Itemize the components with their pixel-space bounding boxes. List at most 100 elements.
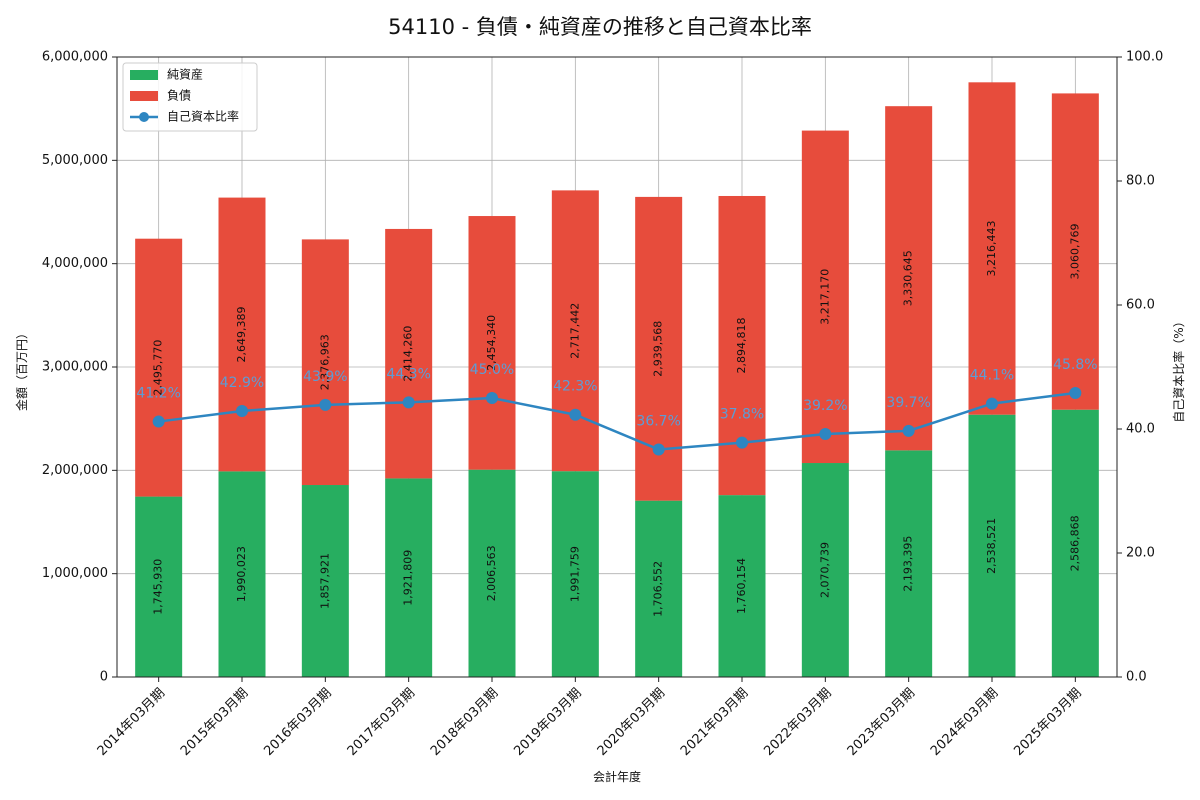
ratio-line bbox=[158, 391, 1076, 451]
ratio-point bbox=[402, 396, 415, 409]
bar-net-assets bbox=[385, 478, 433, 677]
bar-label-liabilities: 2,649,389 bbox=[235, 306, 248, 362]
bar-label-liabilities: 3,330,645 bbox=[902, 250, 915, 306]
ratio-data-label: 43.9% bbox=[303, 369, 347, 385]
ratio-data-label: 41.2% bbox=[136, 386, 180, 402]
bar-net-assets bbox=[718, 495, 766, 677]
bar-labels: 1,745,930 2,495,770 1,990,023 2,649,389 1,85… bbox=[152, 221, 1082, 617]
y2-tick-label: 40.0 bbox=[1126, 422, 1155, 437]
legend-marker bbox=[139, 112, 149, 122]
ratio-data-label: 44.3% bbox=[386, 366, 430, 382]
bar-liabilities bbox=[218, 197, 266, 472]
bar-liabilities bbox=[385, 228, 433, 479]
bar-label-net-assets: 1,706,552 bbox=[652, 561, 665, 617]
ratio-data-label: 39.7% bbox=[886, 395, 930, 411]
y2-tick-label: 60.0 bbox=[1126, 298, 1155, 313]
ratio-data-label: 37.8% bbox=[720, 407, 764, 423]
bars bbox=[135, 82, 1099, 677]
y2-tick-label: 0.0 bbox=[1126, 670, 1147, 685]
bar-label-net-assets: 2,070,739 bbox=[818, 542, 831, 598]
bar-net-assets bbox=[551, 471, 599, 677]
legend-label: 自己資本比率 bbox=[167, 109, 239, 124]
bar-label-net-assets: 1,991,759 bbox=[568, 546, 581, 602]
x-tick-label: 2016年03月期 bbox=[261, 686, 334, 759]
ratio-line-group: 41.2% 42.9% 43.9% 44.3% 45.0% 42.3% 36.7% 37.8%… bbox=[136, 357, 1098, 456]
bar-net-assets bbox=[135, 496, 183, 677]
bar-liabilities bbox=[968, 82, 1016, 415]
ratio-point bbox=[736, 436, 748, 449]
bar-label-net-assets: 1,857,921 bbox=[318, 553, 331, 609]
ratio-point bbox=[319, 398, 332, 411]
bar-liabilities bbox=[301, 239, 349, 486]
legend-label: 純資産 bbox=[167, 67, 203, 82]
bar-net-assets bbox=[468, 469, 516, 677]
ratio-data-label: 39.2% bbox=[803, 398, 847, 414]
grid bbox=[117, 56, 1117, 678]
bar-liabilities bbox=[1051, 93, 1099, 410]
bar-label-liabilities: 2,717,442 bbox=[568, 303, 581, 359]
chart-title: 54110 - 負債・純資産の推移と自己資本比率 bbox=[388, 15, 812, 39]
bar-net-assets bbox=[801, 463, 849, 677]
bar-label-net-assets: 2,586,868 bbox=[1068, 515, 1081, 571]
bar-liabilities bbox=[135, 238, 183, 497]
bar-label-liabilities: 3,217,170 bbox=[818, 269, 831, 325]
x-tick-label: 2019年03月期 bbox=[511, 686, 584, 759]
x-tick-label: 2020年03月期 bbox=[595, 686, 668, 759]
x-tick-label: 2018年03月期 bbox=[428, 686, 501, 759]
ratio-point bbox=[569, 408, 582, 421]
bar-label-liabilities: 2,454,340 bbox=[485, 315, 498, 371]
bar-label-liabilities: 3,060,769 bbox=[1068, 224, 1081, 280]
bar-net-assets bbox=[301, 485, 349, 677]
bar-liabilities bbox=[885, 106, 933, 451]
y-tick-label: 4,000,000 bbox=[42, 256, 108, 271]
legend-swatch bbox=[130, 91, 158, 101]
bar-liabilities bbox=[468, 216, 516, 470]
bar-label-net-assets: 2,538,521 bbox=[985, 518, 998, 574]
bar-label-net-assets: 2,193,395 bbox=[902, 536, 915, 592]
bar-label-net-assets: 1,760,154 bbox=[735, 558, 748, 614]
ratio-point bbox=[1069, 387, 1082, 400]
x-axis-label: 会計年度 bbox=[593, 769, 641, 784]
x-tick-label: 2021年03月期 bbox=[678, 686, 751, 759]
y2-tick-label: 20.0 bbox=[1126, 546, 1155, 561]
ratio-point bbox=[986, 397, 998, 410]
ratio-point bbox=[236, 405, 248, 418]
ratio-data-label: 45.8% bbox=[1053, 357, 1097, 373]
ratio-point bbox=[819, 427, 832, 440]
y-tick-label: 3,000,000 bbox=[42, 360, 108, 375]
ratio-point bbox=[652, 443, 665, 456]
x-tick-label: 2014年03月期 bbox=[95, 686, 168, 759]
y-tick-label: 0 bbox=[100, 670, 108, 685]
bar-liabilities bbox=[801, 130, 849, 464]
bar-label-liabilities: 3,216,443 bbox=[985, 221, 998, 277]
bar-label-liabilities: 2,414,260 bbox=[402, 326, 415, 382]
bar-label-net-assets: 1,745,930 bbox=[152, 559, 165, 615]
y-tick-label: 1,000,000 bbox=[42, 566, 108, 581]
y-tick-label: 5,000,000 bbox=[42, 153, 108, 168]
legend-label: 負債 bbox=[167, 88, 191, 103]
bar-label-liabilities: 2,376,963 bbox=[318, 334, 331, 390]
bar-net-assets bbox=[968, 414, 1016, 677]
ratio-point bbox=[902, 424, 915, 437]
y2-axis-label: 自己資本比率（%） bbox=[1171, 315, 1186, 422]
bar-liabilities bbox=[551, 190, 599, 472]
x-tick-label: 2024年03月期 bbox=[928, 686, 1001, 759]
bar-label-net-assets: 1,990,023 bbox=[235, 546, 248, 602]
x-tick-label: 2017年03月期 bbox=[345, 686, 418, 759]
x-tick-label: 2022年03月期 bbox=[761, 686, 834, 759]
ratio-point bbox=[152, 415, 165, 428]
y2-tick-label: 100.0 bbox=[1126, 50, 1163, 65]
x-tick-label: 2025年03月期 bbox=[1011, 686, 1084, 759]
bar-net-assets bbox=[635, 500, 683, 677]
bar-label-liabilities: 2,894,818 bbox=[735, 318, 748, 374]
ratio-point bbox=[486, 392, 498, 404]
bar-label-net-assets: 1,921,809 bbox=[402, 550, 415, 606]
y-tick-label: 6,000,000 bbox=[42, 50, 108, 65]
ratio-data-label: 45.0% bbox=[470, 362, 514, 378]
y-axis-label: 金額（百万円） bbox=[14, 327, 29, 411]
bar-label-net-assets: 2,006,563 bbox=[485, 545, 498, 601]
bar-net-assets bbox=[885, 450, 933, 677]
y2-tick-label: 80.0 bbox=[1126, 174, 1155, 189]
ratio-data-label: 42.3% bbox=[553, 379, 597, 395]
